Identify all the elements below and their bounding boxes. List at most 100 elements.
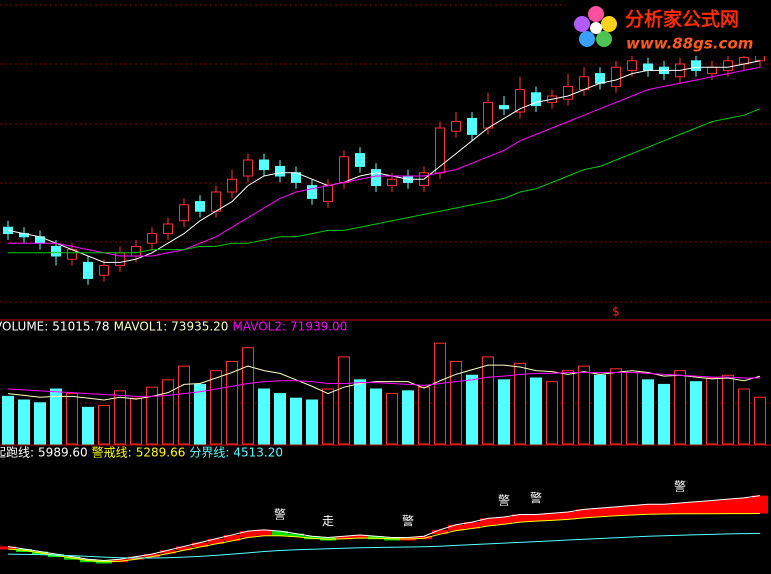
line-series (7, 372, 761, 397)
signal-block (576, 509, 592, 518)
logo-flower (574, 6, 617, 47)
signal-block (256, 529, 272, 536)
candle-body (579, 76, 589, 91)
plot-area: $ VOLUME: 51015.78 MAVOL1:73935.20 MAVOL2: 71… (0, 48, 768, 564)
signal-block (272, 531, 288, 536)
volume-bar (626, 372, 638, 445)
petal (596, 31, 612, 47)
candle-body (275, 165, 285, 177)
signal-block (560, 511, 576, 520)
volume-bar (178, 365, 190, 445)
legend-text: 5989.60 (38, 446, 88, 460)
signal-block (528, 514, 544, 522)
volume-bar (258, 388, 270, 445)
volume-bar (642, 379, 654, 445)
signal-block (368, 536, 384, 540)
signal-block (480, 518, 496, 526)
signal-block (144, 554, 160, 558)
candle-body (451, 121, 461, 132)
volume-bar (354, 379, 366, 445)
volume-bar (130, 397, 142, 445)
legend-text: 4513.20 (233, 446, 283, 460)
flower-center (590, 22, 602, 34)
legend-text: VOLUME: (0, 320, 48, 334)
volume-bar (706, 377, 718, 445)
volume-bar (722, 374, 734, 445)
candle-body (323, 185, 333, 203)
line-series (7, 532, 761, 559)
volume-bar (514, 362, 526, 445)
petal (579, 31, 595, 47)
volume-bar (290, 397, 302, 445)
candle-body (179, 204, 189, 222)
petal (574, 16, 590, 32)
candle-body (595, 73, 605, 84)
candle-body (723, 60, 733, 71)
line-series (7, 512, 761, 563)
volume-bar (530, 377, 542, 445)
volume-bar (370, 388, 382, 445)
candle-body (707, 66, 717, 75)
annotation: 警 (498, 493, 510, 508)
volume-bar (562, 370, 574, 445)
logo: 分析家公式网 www.88gs.com (566, 0, 771, 56)
volume-bar (482, 356, 494, 445)
candle-body (387, 178, 397, 187)
volume-bar (450, 361, 462, 445)
volume-bar (738, 388, 750, 445)
legend-text: 起跑线: (0, 446, 34, 460)
volume-bar (146, 386, 158, 445)
candle-body (467, 117, 477, 135)
grid (0, 4, 771, 404)
signal-block (688, 501, 704, 514)
volume-bar (114, 390, 126, 445)
annotation: $ (612, 305, 620, 319)
signal-block (640, 504, 656, 515)
signal-block (736, 497, 752, 514)
candle-body (531, 92, 541, 107)
candle-body (3, 226, 13, 235)
annotation: 警 (530, 490, 542, 505)
logo-url: www.88gs.com (626, 35, 753, 53)
volume-bar (434, 342, 446, 445)
signal-block (240, 531, 256, 538)
legend-text: 71939.00 (290, 320, 347, 334)
volume-bar (418, 386, 430, 445)
annotation: 警 (674, 479, 686, 494)
logo-title: 分析家公式网 (625, 8, 739, 31)
signal-block (208, 538, 224, 544)
signal-block (288, 533, 304, 537)
signal-block (416, 536, 432, 540)
candle-body (227, 178, 237, 193)
candle-body (355, 153, 365, 167)
volume-bar (402, 390, 414, 445)
signal-block (192, 542, 208, 547)
signal-block (432, 529, 448, 535)
candle-body (83, 261, 93, 279)
volume-bar (34, 402, 46, 445)
volume-bar (338, 356, 350, 445)
legend-text: 5289.66 (136, 446, 186, 460)
volume-bar (274, 393, 286, 445)
candle-body (515, 89, 525, 113)
signal-block (656, 504, 672, 514)
volume-bar (674, 370, 686, 445)
candle-body (627, 60, 637, 71)
volume-bar (594, 374, 606, 445)
volume-bar (754, 396, 766, 445)
candle-body (99, 265, 109, 276)
petal (588, 6, 604, 22)
annotation: 警 (274, 507, 286, 522)
signal-block (304, 536, 320, 540)
candle-body (115, 252, 125, 267)
signal-block (592, 508, 608, 517)
volume-bar (658, 383, 670, 445)
signal-block (496, 517, 512, 525)
candle-body (499, 105, 509, 110)
line-series (7, 60, 761, 263)
annotation: 警 (402, 513, 414, 528)
candle-body (195, 201, 205, 212)
volume-bar (466, 374, 478, 445)
